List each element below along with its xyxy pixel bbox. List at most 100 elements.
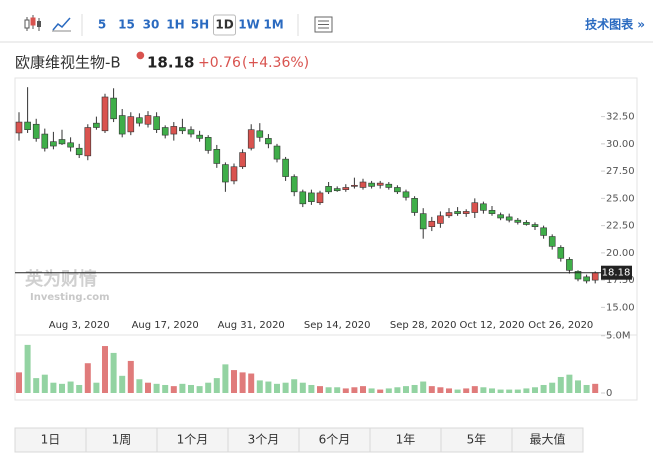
y-tick-label: 30.00 bbox=[606, 139, 635, 150]
candle-body bbox=[557, 247, 565, 259]
y-tick-label: 22.50 bbox=[606, 221, 635, 232]
range-button[interactable]: 6个月 bbox=[319, 433, 351, 447]
candle-body bbox=[179, 127, 186, 132]
interval-button[interactable]: 1M bbox=[263, 18, 283, 32]
candle-body bbox=[144, 115, 152, 125]
flag-dot: ● bbox=[136, 50, 145, 61]
volume-bar bbox=[119, 375, 126, 393]
candle-body bbox=[75, 147, 83, 156]
volume-bar bbox=[480, 387, 487, 393]
candle-body bbox=[136, 117, 143, 124]
volume-bar bbox=[489, 388, 495, 393]
candle-body bbox=[213, 149, 221, 164]
volume-bar bbox=[102, 346, 108, 393]
interval-button[interactable]: 1H bbox=[166, 18, 184, 32]
volume-bar bbox=[41, 374, 48, 393]
watermark: Investing.com bbox=[30, 292, 110, 303]
candle-body bbox=[299, 191, 307, 205]
candle-body bbox=[161, 127, 169, 136]
candle-body bbox=[411, 198, 418, 213]
candle-body bbox=[24, 121, 31, 130]
range-button-bg[interactable] bbox=[85, 427, 158, 453]
candle-body bbox=[342, 187, 350, 190]
candle-icon[interactable] bbox=[24, 15, 41, 31]
volume-bar bbox=[282, 382, 289, 393]
candle-body bbox=[247, 129, 255, 149]
volume-bar bbox=[325, 387, 332, 393]
volume-bar bbox=[377, 389, 384, 393]
settings-icon[interactable] bbox=[314, 16, 333, 33]
interval-button[interactable]: 15 bbox=[118, 18, 135, 32]
volume-bar bbox=[188, 384, 194, 393]
volume-bar bbox=[471, 386, 478, 393]
range-button[interactable]: 最大值 bbox=[529, 432, 565, 447]
volume-bar bbox=[265, 381, 272, 393]
volume-bar bbox=[360, 386, 366, 393]
y-tick-label: 15.00 bbox=[606, 302, 635, 313]
range-button[interactable]: 1年 bbox=[396, 433, 416, 447]
volume-bar bbox=[222, 364, 229, 393]
volume-bar bbox=[248, 373, 255, 393]
volume-bar bbox=[110, 352, 117, 393]
range-button[interactable]: 1个月 bbox=[177, 433, 209, 447]
volume-bar bbox=[291, 379, 298, 393]
candle-body bbox=[32, 123, 40, 139]
range-button-bg[interactable] bbox=[14, 427, 87, 453]
volume-bar bbox=[394, 387, 401, 393]
volume-bar bbox=[213, 378, 220, 393]
range-button[interactable]: 5年 bbox=[467, 433, 487, 447]
volume-bar bbox=[385, 388, 392, 393]
volume-bar bbox=[532, 387, 538, 393]
candle-body bbox=[222, 164, 229, 183]
volume-bar bbox=[411, 384, 418, 393]
volume-tick-label: 0 bbox=[606, 388, 612, 399]
volume-bar bbox=[170, 386, 177, 393]
volume-bar bbox=[308, 384, 315, 393]
candle-body bbox=[454, 211, 461, 214]
volume-bar bbox=[583, 384, 590, 393]
candle-body bbox=[462, 211, 470, 214]
volume-bar bbox=[153, 383, 160, 393]
candle-body bbox=[428, 220, 436, 228]
interval-button[interactable]: 1W bbox=[238, 18, 260, 32]
range-button-bg[interactable] bbox=[511, 427, 584, 453]
volume-bar bbox=[50, 382, 57, 393]
candle-body bbox=[531, 224, 539, 228]
interval-button[interactable]: 30 bbox=[143, 18, 160, 32]
candle-body bbox=[118, 115, 126, 135]
tech-chart-link[interactable]: 技术图表 » bbox=[585, 17, 645, 32]
volume-bar bbox=[437, 387, 444, 393]
volume-bar bbox=[205, 382, 212, 393]
candle-body bbox=[548, 236, 556, 247]
line-icon[interactable] bbox=[52, 17, 71, 32]
candle-body bbox=[368, 182, 375, 187]
candle-body bbox=[308, 192, 315, 202]
candle-body bbox=[256, 130, 264, 138]
interval-button[interactable]: 5 bbox=[98, 18, 106, 32]
volume-bar bbox=[540, 384, 547, 393]
volume-bar bbox=[274, 383, 280, 393]
range-button[interactable]: 1周 bbox=[112, 433, 132, 447]
candle-body bbox=[316, 192, 324, 204]
candle-body bbox=[93, 122, 100, 128]
candle-body bbox=[437, 215, 444, 224]
range-button[interactable]: 1日 bbox=[41, 433, 61, 447]
volume-bar bbox=[342, 388, 349, 393]
volume-bar bbox=[59, 383, 65, 393]
interval-button[interactable]: 5H bbox=[191, 18, 209, 32]
volume-bar bbox=[24, 344, 31, 393]
x-tick-label: Sep 14, 2020 bbox=[304, 320, 371, 331]
range-button[interactable]: 3个月 bbox=[248, 433, 280, 447]
volume-bar bbox=[93, 382, 100, 393]
volume-bar bbox=[76, 384, 83, 393]
candle-body bbox=[591, 272, 599, 281]
candle-body bbox=[566, 259, 573, 271]
range-button-bg[interactable] bbox=[156, 427, 229, 453]
candle-body bbox=[359, 181, 367, 188]
range-button-bg[interactable] bbox=[440, 427, 513, 453]
range-button-bg[interactable] bbox=[227, 427, 300, 453]
y-tick-label: 27.50 bbox=[606, 166, 635, 177]
candle-body bbox=[514, 219, 522, 223]
interval-button[interactable]: 1D bbox=[215, 18, 233, 32]
volume-bar bbox=[127, 360, 134, 393]
